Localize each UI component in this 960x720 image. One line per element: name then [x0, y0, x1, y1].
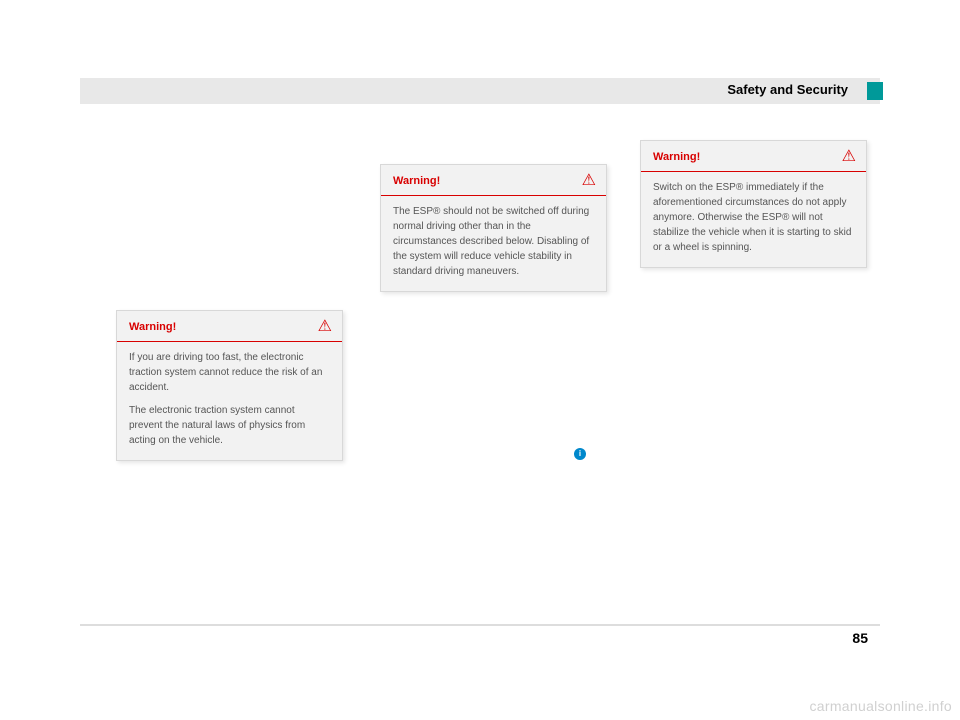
warning-triangle-icon: ⚠ [582, 173, 596, 189]
warning-triangle-icon: ⚠ [318, 319, 332, 335]
warning-header: Warning! ⚠ [117, 311, 342, 342]
warning-box-traction: Warning! ⚠ If you are driving too fast, … [116, 310, 343, 461]
warning-text: The ESP® should not be switched off duri… [393, 204, 594, 279]
warning-text: If you are driving too fast, the electro… [129, 350, 330, 395]
warning-header: Warning! ⚠ [641, 141, 866, 172]
warning-text: The electronic traction system cannot pr… [129, 403, 330, 448]
warning-box-esp-off: Warning! ⚠ The ESP® should not be switch… [380, 164, 607, 292]
warning-label: Warning! [653, 151, 700, 163]
warning-body: Switch on the ESP® immediately if the af… [641, 172, 866, 267]
watermark: carmanualsonline.info [810, 698, 953, 714]
warning-label: Warning! [393, 175, 440, 187]
info-icon: i [574, 448, 586, 460]
warning-label: Warning! [129, 321, 176, 333]
warning-body: If you are driving too fast, the electro… [117, 342, 342, 460]
section-tab [867, 82, 883, 100]
page-title: Safety and Security [727, 82, 848, 97]
warning-text: Switch on the ESP® immediately if the af… [653, 180, 854, 255]
warning-triangle-icon: ⚠ [842, 149, 856, 165]
warning-box-esp-on: Warning! ⚠ Switch on the ESP® immediatel… [640, 140, 867, 268]
warning-header: Warning! ⚠ [381, 165, 606, 196]
page-number: 85 [852, 630, 868, 646]
manual-page: Safety and Security Warning! ⚠ If you ar… [80, 60, 880, 660]
bottom-divider [80, 624, 880, 626]
warning-body: The ESP® should not be switched off duri… [381, 196, 606, 291]
